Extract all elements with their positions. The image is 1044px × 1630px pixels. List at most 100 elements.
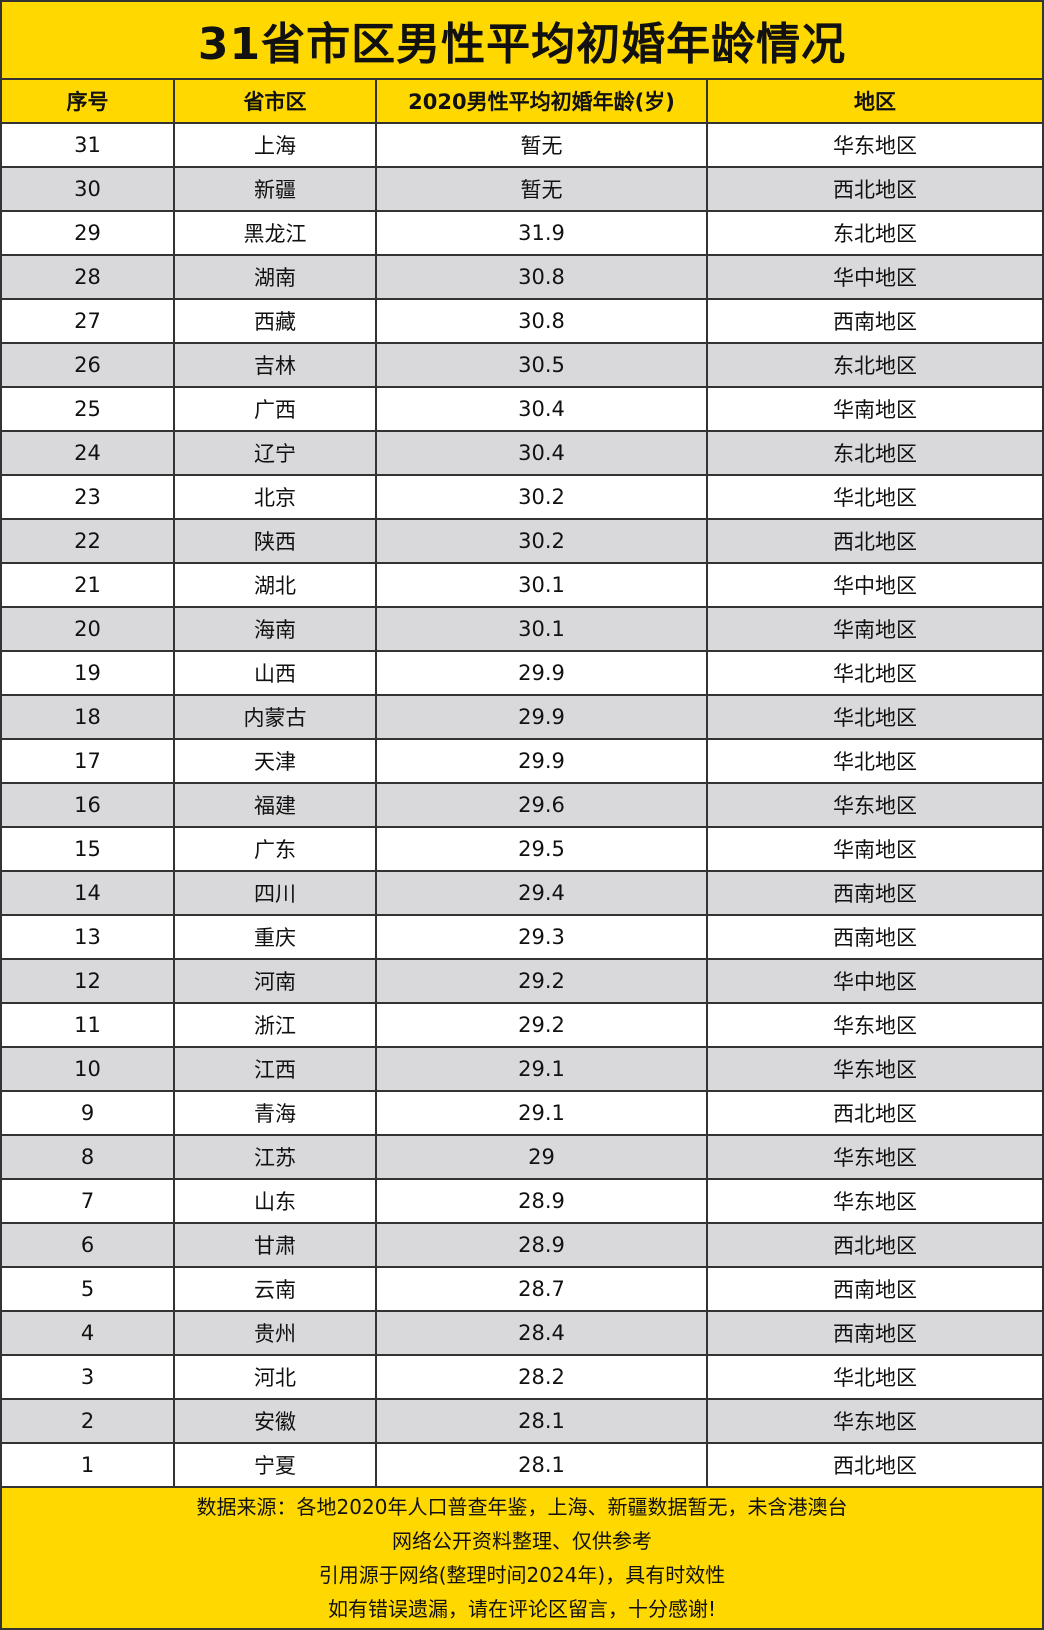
table-row: 8 江苏 29 华东地区 [2,1136,1042,1180]
cell-province: 重庆 [175,916,377,958]
table-row: 4 贵州 28.4 西南地区 [2,1312,1042,1356]
cell-age: 28.9 [377,1224,708,1266]
cell-index: 27 [2,300,175,342]
table-row: 20 海南 30.1 华南地区 [2,608,1042,652]
table-row: 23 北京 30.2 华北地区 [2,476,1042,520]
cell-region: 华东地区 [833,1410,917,1434]
cell-province: 云南 [175,1268,377,1310]
cell-age: 29.1 [377,1092,708,1134]
cell-age: 29.2 [377,1004,708,1046]
cell-region: 华中地区 [833,574,917,598]
table-row: 12 河南 29.2 华中地区 [2,960,1042,1004]
cell-age: 29.9 [377,652,708,694]
cell-province: 福建 [175,784,377,826]
cell-age: 31.9 [377,212,708,254]
footer-line-thanks: 如有错误遗漏，请在评论区留言，十分感谢! [327,1597,717,1621]
cell-province: 江苏 [175,1136,377,1178]
cell-region: 华中地区 [833,266,917,290]
cell-province: 贵州 [175,1312,377,1354]
cell-region: 华北地区 [833,1366,917,1390]
cell-age: 29.3 [377,916,708,958]
cell-region: 华北地区 [833,706,917,730]
cell-age: 30.2 [377,520,708,562]
table-row: 24 辽宁 30.4 东北地区 [2,432,1042,476]
cell-region: 华东地区 [833,794,917,818]
cell-region: 华东地区 [833,1014,917,1038]
cell-index: 18 [2,696,175,738]
table-row: 5 云南 28.7 西南地区 [2,1268,1042,1312]
table-row: 7 山东 28.9 华东地区 [2,1180,1042,1224]
cell-age: 29 [377,1136,708,1178]
cell-index: 11 [2,1004,175,1046]
cell-region: 西北地区 [833,1454,917,1478]
table-header: 序号 省市区 2020男性平均初婚年龄(岁) 地区 [2,80,1042,124]
header-age: 2020男性平均初婚年龄(岁) [377,80,708,122]
cell-age: 30.4 [377,388,708,430]
cell-province: 四川 [175,872,377,914]
cell-index: 22 [2,520,175,562]
cell-age: 30.2 [377,476,708,518]
cell-province: 北京 [175,476,377,518]
cell-index: 21 [2,564,175,606]
cell-province: 西藏 [175,300,377,342]
table-row: 17 天津 29.9 华北地区 [2,740,1042,784]
header-province: 省市区 [175,80,377,122]
cell-region: 西南地区 [833,1322,917,1346]
cell-index: 17 [2,740,175,782]
cell-region: 东北地区 [833,222,917,246]
cell-age: 29.2 [377,960,708,1002]
cell-index: 4 [2,1312,175,1354]
cell-age: 30.4 [377,432,708,474]
footer-notes: 数据来源：各地2020年人口普查年鉴，上海、新疆数据暂无，未含港澳台 网络公开资… [2,1488,1042,1628]
table-row: 6 甘肃 28.9 西北地区 [2,1224,1042,1268]
cell-province: 天津 [175,740,377,782]
cell-index: 6 [2,1224,175,1266]
cell-region: 西南地区 [833,310,917,334]
cell-province: 内蒙古 [175,696,377,738]
table-row: 15 广东 29.5 华南地区 [2,828,1042,872]
cell-province: 新疆 [175,168,377,210]
cell-region: 东北地区 [833,354,917,378]
footer-line-source: 数据来源：各地2020年人口普查年鉴，上海、新疆数据暂无，未含港澳台 [196,1495,848,1519]
cell-region: 西南地区 [833,1278,917,1302]
cell-age: 30.8 [377,256,708,298]
cell-index: 24 [2,432,175,474]
cell-province: 青海 [175,1092,377,1134]
cell-region: 华北地区 [833,662,917,686]
cell-region: 华南地区 [833,618,917,642]
cell-index: 7 [2,1180,175,1222]
header-region: 地区 [854,90,896,114]
cell-province: 宁夏 [175,1444,377,1486]
table-row: 31 上海 暂无 华东地区 [2,124,1042,168]
cell-age: 28.9 [377,1180,708,1222]
footer-line-disclaimer: 网络公开资料整理、仅供参考 [392,1529,652,1553]
table-row: 9 青海 29.1 西北地区 [2,1092,1042,1136]
cell-index: 31 [2,124,175,166]
cell-province: 辽宁 [175,432,377,474]
cell-age: 29.9 [377,696,708,738]
table-row: 30 新疆 暂无 西北地区 [2,168,1042,212]
cell-index: 2 [2,1400,175,1442]
cell-province: 浙江 [175,1004,377,1046]
cell-age: 28.4 [377,1312,708,1354]
cell-index: 26 [2,344,175,386]
cell-region: 西南地区 [833,926,917,950]
table-row: 21 湖北 30.1 华中地区 [2,564,1042,608]
table-row: 13 重庆 29.3 西南地区 [2,916,1042,960]
cell-province: 山东 [175,1180,377,1222]
cell-region: 东北地区 [833,442,917,466]
cell-province: 上海 [175,124,377,166]
cell-region: 西北地区 [833,530,917,554]
cell-province: 吉林 [175,344,377,386]
cell-province: 广西 [175,388,377,430]
cell-age: 28.1 [377,1400,708,1442]
cell-index: 1 [2,1444,175,1486]
table-row: 25 广西 30.4 华南地区 [2,388,1042,432]
cell-province: 黑龙江 [175,212,377,254]
table-body: 31 上海 暂无 华东地区 30 新疆 暂无 西北地区 29 黑龙江 31.9 东北地区 28 湖南 30.… [2,124,1042,1488]
cell-region: 西北地区 [833,1102,917,1126]
cell-age: 28.2 [377,1356,708,1398]
cell-index: 28 [2,256,175,298]
table-row: 16 福建 29.6 华东地区 [2,784,1042,828]
